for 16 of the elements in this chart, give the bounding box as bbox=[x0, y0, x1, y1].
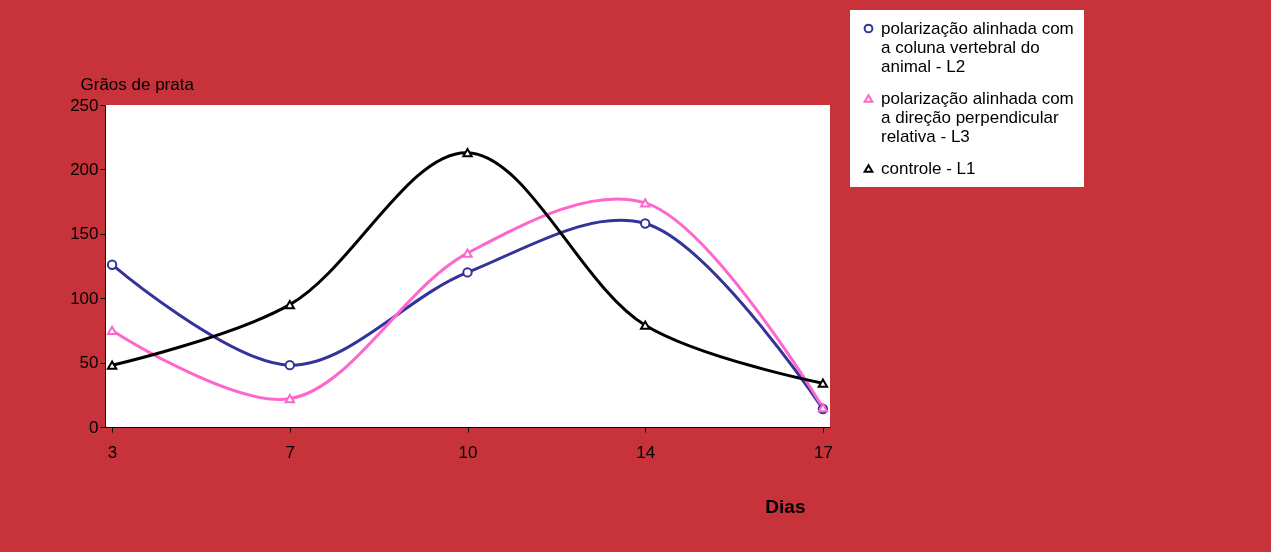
x-axis-title: Dias bbox=[765, 495, 806, 517]
x-tick-label: 3 bbox=[107, 442, 118, 462]
y-tick-label: 100 bbox=[70, 288, 99, 308]
x-tick-label: 10 bbox=[458, 442, 478, 462]
legend-label: polarização alinhada com a direção perpendicular relativa - L3 bbox=[881, 88, 1074, 146]
y-tick-label: 250 bbox=[70, 95, 99, 115]
legend-label: controle - L1 bbox=[881, 158, 976, 178]
legend-label: polarização alinhada com a coluna vertebral do animal - L2 bbox=[881, 18, 1074, 76]
x-tick-label: 17 bbox=[813, 442, 833, 462]
y-axis-title: Grãos de prata bbox=[80, 74, 195, 94]
y-tick-label: 0 bbox=[89, 417, 99, 437]
x-tick-label: 14 bbox=[636, 442, 656, 462]
y-tick-label: 50 bbox=[79, 353, 99, 373]
y-tick-label: 150 bbox=[70, 224, 99, 244]
y-tick-label: 200 bbox=[70, 159, 99, 179]
x-tick-label: 7 bbox=[285, 442, 296, 462]
